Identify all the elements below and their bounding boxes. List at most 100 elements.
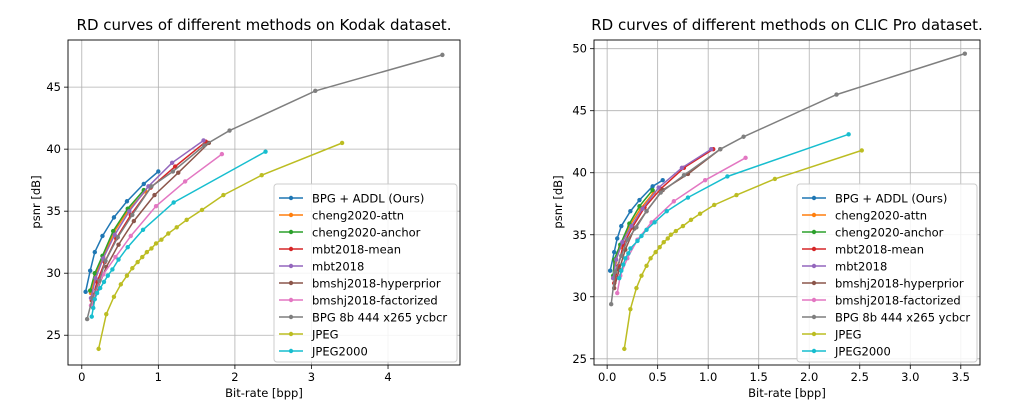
legend-label: bmshj2018-factorized	[835, 294, 961, 308]
data-point	[644, 227, 649, 232]
data-point	[644, 208, 649, 214]
data-point	[110, 267, 115, 272]
data-point	[644, 263, 649, 268]
legend-marker	[811, 246, 817, 252]
data-point	[619, 223, 624, 229]
data-point	[153, 204, 159, 209]
data-point	[144, 249, 150, 255]
legend: BPG + ADDL (Ours) cheng2020-attn cheng2020…	[796, 183, 978, 363]
legend-label: mbt2018-mean	[312, 243, 401, 257]
y-tick-label: 30	[572, 290, 587, 304]
data-point	[709, 146, 714, 152]
data-point	[97, 285, 103, 291]
legend-marker	[288, 263, 294, 269]
data-point	[111, 215, 117, 220]
data-point	[743, 155, 748, 161]
data-point	[104, 311, 109, 317]
data-point	[702, 177, 708, 183]
data-point	[105, 273, 111, 278]
data-point	[634, 225, 639, 230]
data-point	[263, 149, 268, 154]
x-tick-label: 4	[384, 370, 391, 384]
legend-marker	[288, 246, 294, 252]
data-point	[313, 88, 318, 94]
data-point	[92, 297, 97, 302]
data-point	[626, 251, 631, 256]
data-point	[219, 151, 225, 157]
y-tick-label: 45	[46, 80, 61, 94]
data-point	[97, 278, 102, 283]
data-point	[184, 217, 189, 223]
data-point	[653, 249, 658, 255]
y-tick-label: 25	[46, 328, 61, 342]
data-point	[201, 138, 206, 143]
legend-marker	[811, 212, 817, 218]
data-point	[101, 279, 107, 285]
legend-label: bmshj2018-hyperprior	[835, 277, 964, 291]
data-point	[657, 244, 662, 250]
plot-area	[83, 52, 445, 352]
x-tick-label: 1.0	[699, 370, 717, 384]
axes-frame	[593, 39, 981, 366]
data-point	[176, 170, 181, 175]
y-tick-label: 35	[46, 204, 61, 218]
data-point	[661, 239, 666, 245]
legend-marker	[288, 229, 294, 235]
legend-label: cheng2020-anchor	[835, 226, 944, 240]
x-axis-label: Bit-rate [bpp]	[225, 386, 303, 400]
data-point	[182, 179, 188, 184]
data-point	[156, 169, 161, 174]
data-point	[734, 192, 739, 198]
data-point	[688, 217, 694, 223]
data-point	[650, 184, 655, 189]
x-tick-label: 3.0	[901, 370, 919, 384]
legend-label: bmshj2018-factorized	[312, 294, 438, 308]
data-point	[681, 173, 687, 178]
legend-label: JPEG	[311, 328, 339, 342]
data-point	[89, 314, 94, 319]
data-point	[614, 257, 619, 262]
data-point	[172, 164, 178, 169]
data-point	[665, 236, 670, 241]
data-point	[116, 257, 121, 262]
data-point	[622, 346, 627, 352]
series-line	[613, 148, 714, 284]
data-point	[92, 249, 97, 255]
data-point	[637, 197, 642, 203]
data-point	[620, 239, 625, 245]
data-point	[440, 52, 445, 58]
data-point	[135, 259, 140, 265]
legend-marker	[811, 195, 817, 201]
data-point	[259, 173, 264, 178]
series-line	[84, 170, 159, 292]
legend-label: mbt2018-mean	[835, 243, 924, 257]
y-tick-label: 40	[572, 166, 587, 180]
data-point	[170, 169, 176, 174]
data-point	[149, 184, 154, 189]
legend-marker	[288, 314, 294, 320]
legend-label: JPEG	[834, 328, 862, 342]
legend-marker	[811, 263, 817, 269]
data-point	[91, 305, 96, 311]
y-axis-label: psnr [dB]	[551, 175, 565, 228]
data-point	[615, 290, 620, 296]
data-point	[628, 246, 633, 251]
data-point	[685, 195, 691, 200]
x-axis-label: Bit-rate [bpp]	[748, 386, 826, 400]
data-point	[113, 254, 118, 260]
legend-label: JPEG2000	[311, 345, 368, 359]
legend-marker	[288, 212, 294, 218]
data-point	[103, 258, 108, 264]
legend-marker	[288, 348, 294, 354]
data-point	[668, 232, 673, 237]
data-point	[140, 254, 145, 260]
data-point	[141, 181, 146, 187]
data-point	[628, 208, 633, 214]
legend-label: cheng2020-anchor	[312, 226, 421, 240]
data-point	[615, 236, 620, 241]
x-tick-label: 2.5	[851, 370, 869, 384]
y-axis-label: psnr [dB]	[29, 175, 43, 228]
data-point	[111, 294, 117, 299]
data-point	[772, 176, 778, 182]
